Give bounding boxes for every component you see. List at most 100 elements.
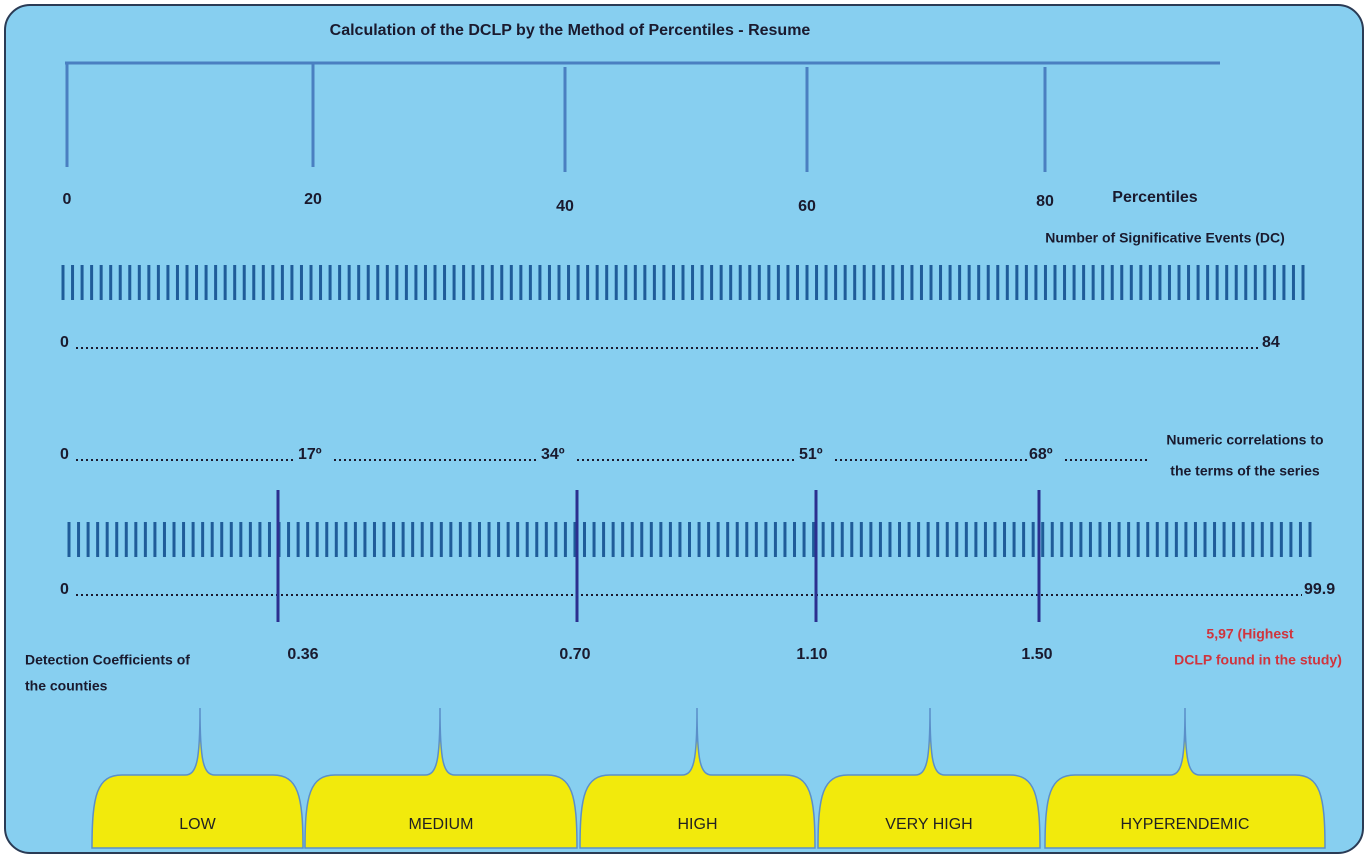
scale-bar <box>558 265 561 300</box>
scale-bar <box>777 265 780 300</box>
percentile-label: 60 <box>798 198 816 215</box>
scale-bar <box>281 265 284 300</box>
scale-bar <box>891 265 894 300</box>
scale-bar <box>879 522 882 557</box>
scale-bar <box>1165 522 1168 557</box>
scale-bar <box>376 265 379 300</box>
scale-bar <box>1025 265 1028 300</box>
scale-bar <box>917 522 920 557</box>
scale-bar <box>888 522 891 557</box>
scale-bar <box>936 522 939 557</box>
scale-bar <box>755 522 758 557</box>
scale-bar <box>1079 522 1082 557</box>
scale-bar <box>577 265 580 300</box>
scale-bar <box>434 265 437 300</box>
scale-bar <box>1244 265 1247 300</box>
scale-bar <box>726 522 729 557</box>
scale-bar <box>825 265 828 300</box>
scale-bar <box>1127 522 1130 557</box>
scale-bar <box>548 265 551 300</box>
correlation-label: 51º <box>799 446 823 463</box>
scale-bar <box>211 522 214 557</box>
scale-bar <box>1216 265 1219 300</box>
scale-bar <box>844 265 847 300</box>
scale-bar <box>443 265 446 300</box>
scale-bar <box>968 265 971 300</box>
scale-bar <box>1261 522 1264 557</box>
scale-bar <box>519 265 522 300</box>
scale-bar <box>927 522 930 557</box>
scale-bar <box>440 522 443 557</box>
scale-bar <box>96 522 99 557</box>
scale-bar <box>319 265 322 300</box>
scale-bar <box>745 522 748 557</box>
correlation-label: 34º <box>541 446 565 463</box>
percentile-label: 80 <box>1036 193 1054 210</box>
scale-bar <box>128 265 131 300</box>
scale-bar <box>583 522 586 557</box>
scale-bar <box>908 522 911 557</box>
scale-bar <box>100 265 103 300</box>
scale-bar <box>405 265 408 300</box>
scale-bar <box>803 522 806 557</box>
scale-bar <box>230 522 233 557</box>
scale-bar <box>449 522 452 557</box>
scale-bar <box>898 522 901 557</box>
scale-bar <box>1289 522 1292 557</box>
scale-bar <box>402 522 405 557</box>
scale-bar <box>564 522 567 557</box>
scale-bar <box>774 522 777 557</box>
scale-bar <box>306 522 309 557</box>
scale-bar <box>220 522 223 557</box>
scale-bar <box>138 265 141 300</box>
scale-bar <box>87 522 90 557</box>
percentile-label: 40 <box>556 198 574 215</box>
scale-bar <box>984 522 987 557</box>
scale-bar <box>430 522 433 557</box>
scale-bar <box>144 522 147 557</box>
scale-bar <box>691 265 694 300</box>
scale-bar <box>166 265 169 300</box>
scale-bar <box>1235 265 1238 300</box>
scale-bar <box>659 522 662 557</box>
scale-bar <box>1213 522 1216 557</box>
scale-bar <box>1292 265 1295 300</box>
scale-bar <box>643 265 646 300</box>
scale-bar <box>554 522 557 557</box>
scale-bar <box>481 265 484 300</box>
scale-bar <box>1089 522 1092 557</box>
scale-bar <box>634 265 637 300</box>
scale-bar <box>786 265 789 300</box>
scale-bar <box>910 265 913 300</box>
highest-note: 5,97 (Highest <box>1206 626 1293 642</box>
scale-bar <box>612 522 615 557</box>
scale-bar <box>1280 522 1283 557</box>
scale-bar <box>863 265 866 300</box>
correlation-label: 68º <box>1029 446 1053 463</box>
scale-bar <box>507 522 510 557</box>
correlation-label: 0 <box>60 446 69 463</box>
scale-bar <box>195 265 198 300</box>
coef-end: 99.9 <box>1304 581 1335 598</box>
scale-bar <box>176 265 179 300</box>
class-label: HIGH <box>678 816 718 833</box>
scale-bar <box>850 522 853 557</box>
scale-bar <box>125 522 128 557</box>
scale-bar <box>252 265 255 300</box>
scale-bar <box>1158 265 1161 300</box>
scale-bar <box>510 265 513 300</box>
scale-bar <box>363 522 366 557</box>
scale-bar <box>1120 265 1123 300</box>
scale-bar <box>535 522 538 557</box>
scale-bar <box>615 265 618 300</box>
scale-bar <box>901 265 904 300</box>
scale-bar <box>621 522 624 557</box>
scale-bar <box>173 522 176 557</box>
scale-bar <box>497 522 500 557</box>
scale-bar <box>383 522 386 557</box>
scale-bar <box>192 522 195 557</box>
scale-bar <box>1270 522 1273 557</box>
scale-bar <box>678 522 681 557</box>
scale-bar <box>411 522 414 557</box>
scale-bar <box>462 265 465 300</box>
